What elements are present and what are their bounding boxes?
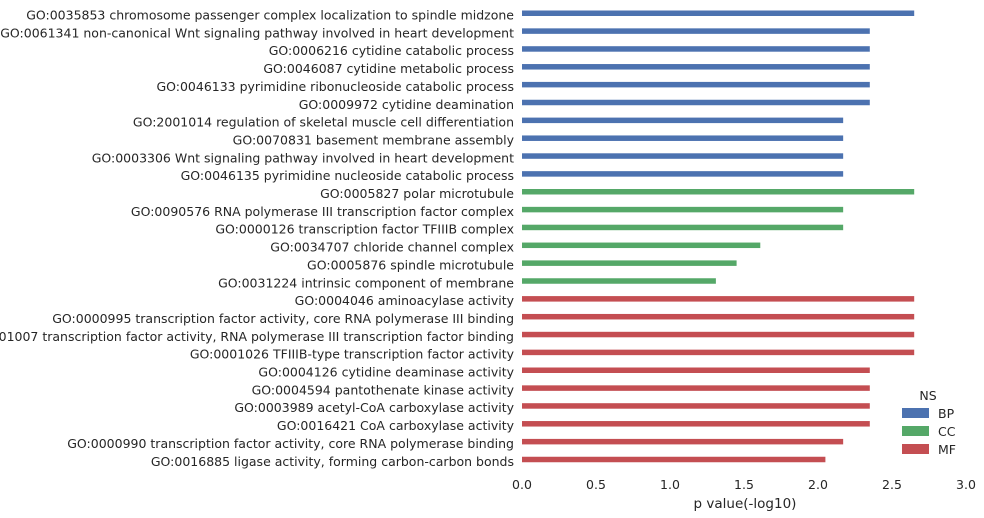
x-tick-label: 2.0 (808, 477, 828, 492)
category-label: GO:0009972 cytidine deamination (299, 97, 514, 112)
bar-cc (522, 224, 844, 231)
category-label: GO:0004046 aminoacylase activity (295, 293, 515, 308)
legend-swatch-cc (902, 426, 929, 436)
bar-mf (522, 367, 870, 373)
category-label: GO:0016421 CoA carboxylase activity (277, 418, 515, 433)
category-label: GO:0004594 pantothenate kinase activity (252, 382, 515, 397)
bar-mf (522, 456, 826, 463)
bar-cc (522, 206, 844, 213)
bar-bp (522, 46, 870, 52)
bar-bp (522, 135, 844, 141)
bar-bp (522, 64, 870, 70)
legend-swatch-mf (902, 444, 929, 454)
legend-swatch-bp (902, 408, 929, 418)
category-label: GO:0005876 spindle microtubule (307, 257, 514, 272)
bar-mf (522, 313, 915, 320)
x-tick-label: 0.0 (512, 477, 532, 492)
category-label: GO:0000126 transcription factor TFIIIB c… (215, 222, 514, 237)
category-label: GO:0003989 acetyl-CoA carboxylase activi… (234, 400, 514, 415)
legend-label-bp: BP (938, 406, 955, 421)
bars (522, 10, 915, 463)
category-labels: GO:0035853 chromosome passenger complex … (0, 8, 515, 469)
bar-bp (522, 153, 844, 159)
bar-mf (522, 349, 915, 356)
legend-title: NS (919, 388, 936, 403)
category-label: GO:0031224 intrinsic component of membra… (218, 275, 514, 290)
bar-cc (522, 189, 915, 195)
bar-mf (522, 385, 870, 391)
bar-mf (522, 421, 870, 427)
x-tick-label: 1.0 (660, 477, 680, 492)
x-tick-label: 2.5 (882, 477, 902, 492)
bar-mf (522, 438, 844, 445)
x-tick-label: 0.5 (586, 477, 606, 492)
category-label: GO:0046087 cytidine metabolic process (263, 61, 514, 76)
bar-bp (522, 81, 870, 88)
category-label: GO:0034707 chloride channel complex (270, 240, 514, 255)
legend-items: BP CC MF (902, 406, 956, 457)
legend-label-cc: CC (938, 424, 956, 439)
bar-cc (522, 242, 761, 249)
bar-bp (522, 117, 844, 124)
bar-bp (522, 10, 915, 16)
x-tick-label: 3.0 (956, 477, 976, 492)
bar-mf (522, 403, 870, 409)
bar-mf (522, 296, 915, 302)
category-label: GO:0000995 transcription factor activity… (52, 311, 514, 326)
bar-cc (522, 278, 716, 284)
category-label: GO:0004126 cytidine deaminase activity (258, 365, 514, 380)
category-label: GO:0046135 pyrimidine nucleoside catabol… (181, 168, 514, 183)
category-label: GO:0016885 ligase activity, forming carb… (151, 454, 514, 469)
category-label: GO:2001014 regulation of skeletal muscle… (133, 115, 514, 130)
legend: NS BP CC MF (902, 388, 956, 457)
category-label: GO:0035853 chromosome passenger complex … (26, 8, 514, 23)
category-label: GO:0070831 basement membrane assembly (233, 132, 515, 147)
bar-bp (522, 171, 844, 177)
category-label: GO:0001026 TFIIIB-type transcription fac… (190, 347, 515, 362)
category-label: GO:0005827 polar microtubule (320, 186, 514, 201)
bar-mf (522, 331, 915, 338)
category-label: GO:0006216 cytidine catabolic process (269, 43, 514, 58)
x-axis-label: p value(-log10) (694, 496, 797, 512)
category-label: GO:0090576 RNA polymerase III transcript… (131, 204, 514, 219)
category-label: GO:0003306 Wnt signaling pathway involve… (92, 150, 514, 165)
category-label: GO:0061341 non-canonical Wnt signaling p… (0, 25, 514, 40)
bar-bp (522, 99, 870, 106)
category-label: GO:0046133 pyrimidine ribonucleoside cat… (156, 79, 514, 94)
legend-label-mf: MF (938, 442, 956, 457)
x-tick-label: 1.5 (734, 477, 754, 492)
bar-cc (522, 260, 737, 266)
x-axis-ticks: 0.0 0.5 1.0 1.5 2.0 2.5 3.0 (512, 477, 976, 492)
bar-bp (522, 28, 870, 34)
category-label: GO:0000990 transcription factor activity… (67, 436, 514, 451)
category-label: GO:0001007 transcription factor activity… (0, 329, 514, 344)
